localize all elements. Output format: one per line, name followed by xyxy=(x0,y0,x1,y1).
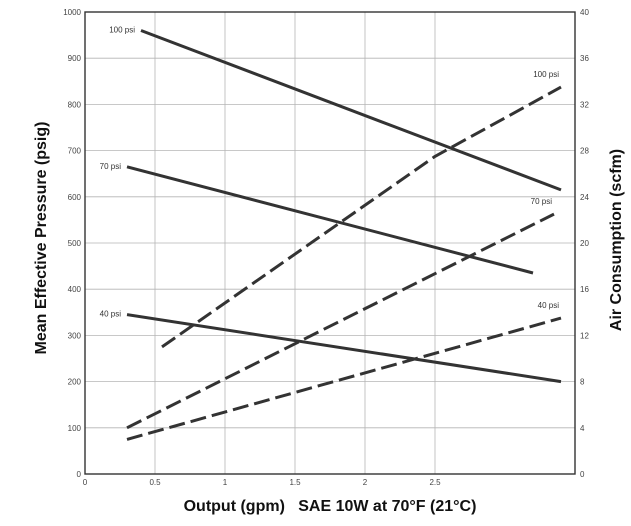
series-label: 100 psi xyxy=(109,25,135,34)
series-labels: 100 psi 70 psi 40 psi 100 psi 70 psi 40 psi xyxy=(100,25,560,318)
y-left-tick-label: 800 xyxy=(68,100,82,109)
y-right-tick-label: 32 xyxy=(580,100,589,109)
series-label: 70 psi xyxy=(100,162,122,171)
pressure-line xyxy=(126,313,562,384)
y-right-tick-label: 4 xyxy=(580,424,585,433)
x-tick-label: 2 xyxy=(363,478,368,487)
x-tick-label: 1.5 xyxy=(289,478,301,487)
y-left-tick-label: 700 xyxy=(68,147,82,156)
y-right-tick-label: 0 xyxy=(580,470,585,479)
pressure-line xyxy=(126,165,534,275)
x-axis-title: Output (gpm) SAE 10W at 70°F (21°C) xyxy=(184,498,477,515)
y-right-tick-label: 24 xyxy=(580,193,589,202)
y-left-tick-label: 0 xyxy=(77,470,82,479)
y-right-tick-label: 36 xyxy=(580,54,589,63)
y-right-tick-label: 28 xyxy=(580,147,589,156)
y-right-tick-label: 40 xyxy=(580,8,589,17)
y-left-tick-label: 100 xyxy=(68,424,82,433)
series-label: 70 psi xyxy=(531,197,553,206)
y-right-tick-label: 20 xyxy=(580,239,589,248)
series-label: 40 psi xyxy=(100,310,122,319)
tick-labels: 0100200300400500600700800900100004812162… xyxy=(63,8,589,487)
y-left-tick-label: 300 xyxy=(68,331,82,340)
pressure-line xyxy=(140,29,562,192)
series-label: 40 psi xyxy=(538,301,560,310)
y-right-tick-label: 16 xyxy=(580,285,589,294)
x-tick-label: 0.5 xyxy=(149,478,161,487)
air-consumption-line xyxy=(126,212,555,430)
y-axis-title-left: Mean Effective Pressure (psig) xyxy=(33,122,50,355)
y-right-tick-label: 8 xyxy=(580,378,585,387)
y-right-tick-label: 12 xyxy=(580,331,589,340)
x-tick-label: 2.5 xyxy=(429,478,441,487)
y-left-tick-label: 1000 xyxy=(63,8,81,17)
y-left-tick-label: 600 xyxy=(68,193,82,202)
x-tick-label: 0 xyxy=(83,478,88,487)
y-axis-title-right: Air Consumption (scfm) xyxy=(608,149,625,331)
air-consumption-line xyxy=(126,316,562,441)
y-left-tick-label: 900 xyxy=(68,54,82,63)
series-layer xyxy=(126,29,562,441)
grid xyxy=(85,12,575,474)
y-left-tick-label: 500 xyxy=(68,239,82,248)
y-left-tick-label: 200 xyxy=(68,378,82,387)
y-left-tick-label: 400 xyxy=(68,285,82,294)
series-label: 100 psi xyxy=(533,70,559,79)
air-consumption-line xyxy=(161,85,562,349)
x-tick-label: 1 xyxy=(223,478,228,487)
plot-frame xyxy=(84,11,576,475)
